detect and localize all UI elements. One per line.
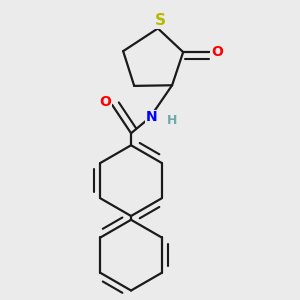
Text: O: O [211, 45, 223, 59]
Text: S: S [155, 13, 166, 28]
Text: H: H [167, 113, 177, 127]
Text: O: O [99, 95, 111, 109]
Text: N: N [146, 110, 158, 124]
